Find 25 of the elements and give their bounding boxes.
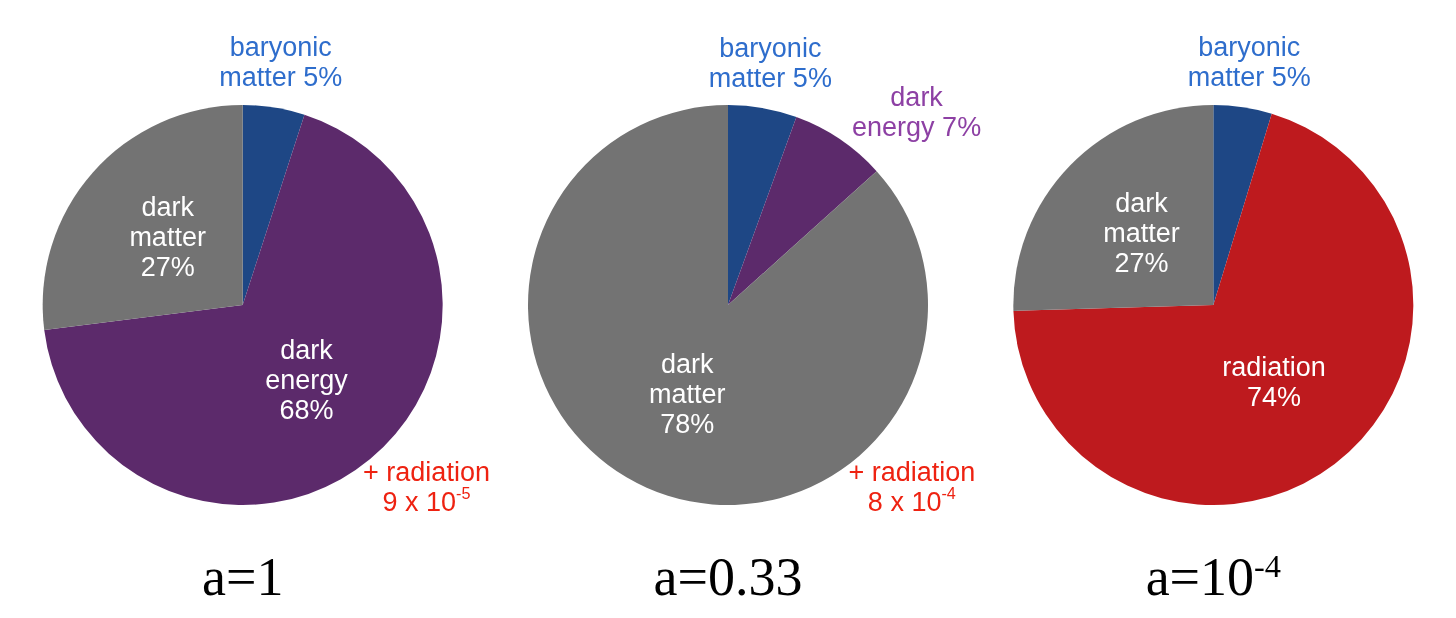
slice-label: dark energy 7% (852, 82, 982, 143)
slice-label: dark matter (1103, 188, 1180, 249)
data-label: 74% (1246, 382, 1302, 413)
pie-slice (242, 105, 305, 305)
pie-slice (1213, 105, 1272, 305)
slice-label: dark matter (129, 191, 206, 252)
text: + radiation 8 x 10$^{-4}$ (848, 456, 976, 517)
text: a=1 (201, 547, 284, 607)
data-label: 27% (1114, 248, 1169, 279)
slice-label: dark energy (265, 335, 349, 396)
slice-label: dark matter (649, 349, 726, 410)
pie-slice (1013, 105, 1214, 311)
text: a=0.33 (653, 547, 803, 607)
text: a=10$^{-4}$ (1145, 547, 1282, 607)
data-label: 27% (140, 251, 195, 282)
slice-label: radiation (1222, 352, 1326, 383)
text: + radiation 9 x 10$^{-5}$ (363, 456, 490, 517)
data-label: 78% (660, 409, 715, 440)
data-label: 68% (279, 395, 334, 426)
pie-slice (728, 105, 797, 305)
pie-slice (42, 105, 243, 331)
slice-label: baryonic matter 5% (219, 32, 343, 93)
pie-slice (1013, 113, 1414, 505)
slice-label: baryonic matter 5% (708, 32, 832, 93)
slice-label: baryonic matter 5% (1187, 31, 1311, 92)
